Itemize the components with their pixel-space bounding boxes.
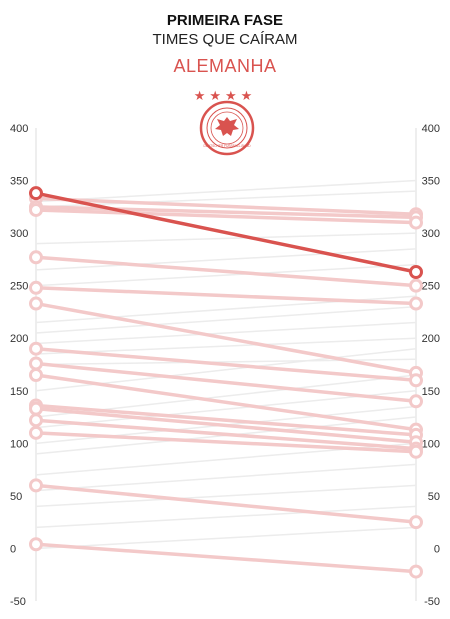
end-point [409,515,423,530]
team-line [35,418,417,451]
axes: -50 -50 0 0 50 50 100 100 150 150 200 200 250 250 300 3… [10,123,440,608]
left-tick-label: 200 [10,333,28,345]
background-line [35,526,417,550]
right-tick-label: -50 [424,596,440,608]
end-point [409,296,423,311]
start-point [29,401,43,416]
start-point [29,202,43,217]
highlight-start-point [29,186,43,201]
right-tick-label: 300 [422,228,440,240]
left-tick-label: 350 [10,176,28,188]
background-line [35,263,417,287]
end-point [409,278,423,293]
team-line [35,483,417,524]
team-line [35,301,417,375]
chart-subtitle: TIMES QUE CAÍRAM [152,31,298,48]
left-tick-label: 250 [10,281,28,293]
team-line [35,361,417,404]
start-point [29,341,43,356]
right-tick-label: 350 [422,176,440,188]
team-line [35,196,417,216]
background-line [35,484,417,508]
team-line [35,406,417,445]
end-point [409,394,423,409]
start-point [29,413,43,428]
background-line [35,321,417,345]
background-line [35,337,417,355]
highlight-line [29,186,423,280]
background-line [35,305,417,334]
left-tick-label: -50 [10,596,26,608]
team-line [35,542,417,574]
background-line [35,190,417,208]
background-line [35,505,417,529]
stars-icon: ★★★★ [193,88,257,103]
crest-label: DEUTSCHER FUSSBALL-BUND [203,144,251,148]
team-line [35,255,417,288]
start-point [29,537,43,552]
team-line [35,205,417,220]
team-lines [29,191,423,579]
right-tick-label: 50 [428,491,440,503]
end-point [409,373,423,388]
right-tick-label: 100 [422,438,440,450]
right-tick-label: 250 [422,281,440,293]
left-tick-label: 50 [10,491,22,503]
start-point [29,425,43,440]
background-line [35,179,417,203]
highlight-end-point [409,265,423,280]
right-tick-label: 400 [422,123,440,135]
background-line [35,248,417,271]
start-point [29,250,43,265]
team-name: ALEMANHA [173,56,277,76]
left-tick-label: 300 [10,228,28,240]
end-point [409,564,423,579]
background-line [35,463,417,492]
end-point [409,215,423,230]
team-line [35,346,417,383]
start-point [29,280,43,295]
team-line [35,373,417,432]
right-tick-label: 0 [434,543,440,555]
left-tick-label: 150 [10,386,28,398]
chart-title: PRIMEIRA FASE [166,12,284,29]
start-point [29,478,43,493]
background-line [35,390,417,429]
team-line [35,208,417,225]
background-line [35,232,417,245]
right-tick-label: 200 [422,333,440,345]
dfb-crest-icon: DEUTSCHER FUSSBALL-BUND [199,100,255,156]
team-line [35,403,417,437]
start-point [29,356,43,371]
start-point [29,296,43,311]
left-tick-label: 0 [10,543,16,555]
start-point [29,368,43,383]
left-tick-label: 100 [10,438,28,450]
background-lines [35,179,417,550]
end-point [409,444,423,459]
right-tick-label: 150 [422,386,440,398]
left-tick-label: 400 [10,123,28,135]
team-line [35,431,417,454]
highlight-series-line [35,191,417,274]
team-line [35,286,417,306]
